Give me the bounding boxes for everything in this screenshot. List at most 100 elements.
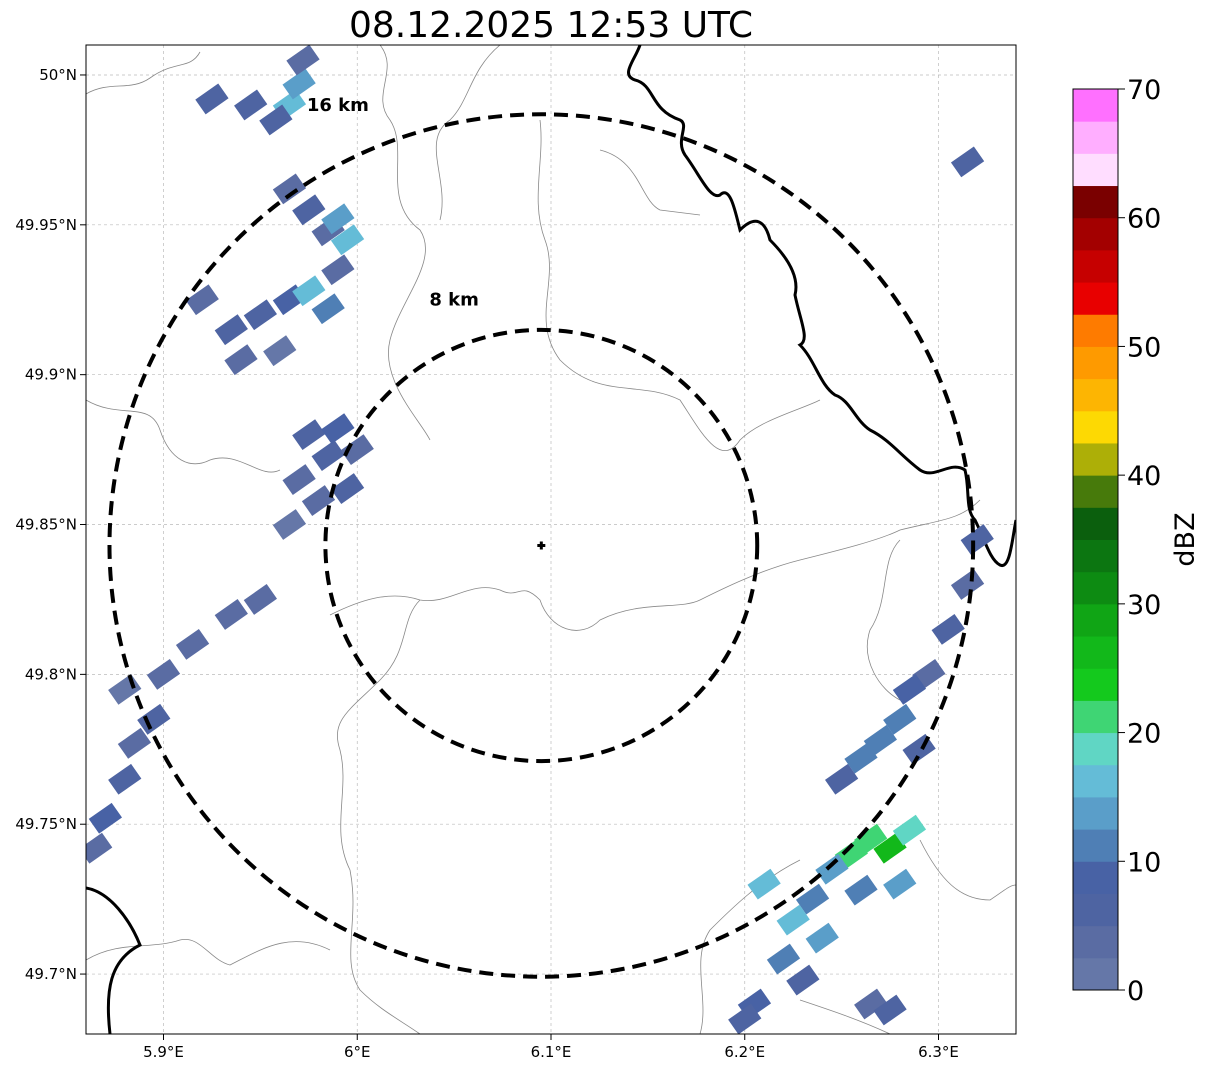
colorbar-segment xyxy=(1073,732,1118,766)
precip-cell xyxy=(108,763,142,795)
colorbar-segment xyxy=(1073,185,1118,219)
colorbar-segment xyxy=(1073,89,1118,122)
precip-cell xyxy=(863,724,898,756)
colorbar-segment xyxy=(1073,346,1118,380)
precip-cell xyxy=(892,814,927,846)
precip-cell xyxy=(854,988,888,1020)
colorbar-tick-label: 30 xyxy=(1127,590,1161,621)
range-ring xyxy=(107,112,976,979)
y-tick-label: 49.85°N xyxy=(15,516,77,534)
precip-cell xyxy=(117,727,152,759)
colorbar-segment xyxy=(1073,249,1118,283)
precip-cell xyxy=(301,485,336,516)
colorbar-segment xyxy=(1073,893,1118,927)
regional-border xyxy=(599,149,701,216)
regional-border xyxy=(866,539,901,701)
colorbar-segment xyxy=(1073,410,1118,444)
precip-cell xyxy=(844,874,878,906)
precipitation-cells xyxy=(86,45,994,1034)
regional-border xyxy=(337,599,421,1034)
colorbar-segment xyxy=(1073,507,1118,540)
precip-cell xyxy=(175,628,210,660)
range-rings: 8 km 16 km xyxy=(107,95,976,979)
precip-cell xyxy=(214,314,248,346)
map-title: 08.12.2025 12:53 UTC xyxy=(348,5,754,46)
x-tick-label: 6.1°E xyxy=(531,1043,572,1061)
colorbar-segment xyxy=(1073,571,1118,605)
precip-cell xyxy=(786,964,820,996)
colorbar-segment xyxy=(1073,282,1118,315)
precip-cell xyxy=(824,763,859,795)
x-tick-label: 5.9°E xyxy=(143,1043,184,1061)
colorbar-segment xyxy=(1073,442,1118,476)
y-tick-label: 49.75°N xyxy=(15,815,77,833)
colorbar: 0 10 20 30 40 50 60 70 dBZ xyxy=(1072,75,1201,1007)
precip-cell xyxy=(815,853,849,885)
colorbar-tick-label: 60 xyxy=(1127,204,1161,235)
x-axis-ticks: 5.9°E 6°E 6.1°E 6.2°E 6.3°E xyxy=(143,1034,959,1061)
regional-border xyxy=(329,499,981,631)
precip-cell xyxy=(960,524,994,555)
precip-cell xyxy=(931,614,965,645)
range-ring xyxy=(323,327,760,764)
precip-cell xyxy=(243,584,278,615)
y-tick-label: 49.8°N xyxy=(25,665,77,683)
precip-cell xyxy=(766,943,801,975)
precip-cell xyxy=(214,599,248,630)
precip-cell xyxy=(234,89,268,121)
precip-cell xyxy=(883,868,917,900)
precip-cell xyxy=(195,83,229,115)
colorbar-segment xyxy=(1073,475,1118,508)
colorbar-tick-label: 40 xyxy=(1127,461,1161,492)
precip-cell xyxy=(330,473,365,504)
colorbar-tick-label: 20 xyxy=(1127,719,1161,750)
regional-border xyxy=(86,399,281,473)
regional-border xyxy=(86,51,201,95)
colorbar-tick-label: 0 xyxy=(1127,976,1144,1007)
precip-cell xyxy=(321,413,355,445)
y-tick-label: 50°N xyxy=(39,66,77,84)
regional-border xyxy=(537,119,821,451)
country-border xyxy=(627,45,1016,567)
precip-cell xyxy=(950,569,985,600)
precip-cell xyxy=(321,203,355,235)
regional-border xyxy=(919,839,1016,901)
geographic-lines xyxy=(86,45,1016,1034)
precip-cell xyxy=(795,883,830,915)
radar-site-marker xyxy=(537,541,546,550)
colorbar-segment xyxy=(1073,121,1118,154)
x-tick-label: 6°E xyxy=(344,1043,371,1061)
colorbar-segment xyxy=(1073,539,1118,573)
precip-cell xyxy=(340,434,374,465)
y-tick-label: 49.9°N xyxy=(25,366,77,384)
precip-cell xyxy=(263,335,297,367)
precip-cell xyxy=(259,104,293,136)
colorbar-segment xyxy=(1073,957,1118,991)
colorbar-tick-label: 70 xyxy=(1127,75,1161,106)
colorbar-segment xyxy=(1073,829,1118,862)
country-border xyxy=(86,886,142,1034)
colorbar-segment xyxy=(1073,925,1118,959)
precip-cell xyxy=(137,703,171,735)
colorbar-segment xyxy=(1073,861,1118,894)
colorbar-tick-label: 50 xyxy=(1127,332,1161,363)
precip-cell xyxy=(728,1003,762,1034)
precip-cell xyxy=(844,742,878,774)
colorbar-tick-label: 10 xyxy=(1127,847,1161,878)
precip-cell xyxy=(873,994,907,1026)
gridlines xyxy=(86,45,1016,1034)
colorbar-segment xyxy=(1073,378,1118,412)
precip-cell xyxy=(883,703,917,735)
precip-cell xyxy=(892,673,927,705)
regional-border xyxy=(435,45,501,221)
precip-cell xyxy=(292,275,326,307)
colorbar-segment xyxy=(1073,668,1118,701)
precip-cell xyxy=(873,832,907,864)
colorbar-title: dBZ xyxy=(1170,512,1201,566)
x-tick-label: 6.2°E xyxy=(724,1043,765,1061)
precip-cell xyxy=(86,832,113,864)
precip-cell xyxy=(146,658,181,690)
precip-cell xyxy=(747,868,781,900)
range-ring-label: 16 km xyxy=(307,95,369,116)
